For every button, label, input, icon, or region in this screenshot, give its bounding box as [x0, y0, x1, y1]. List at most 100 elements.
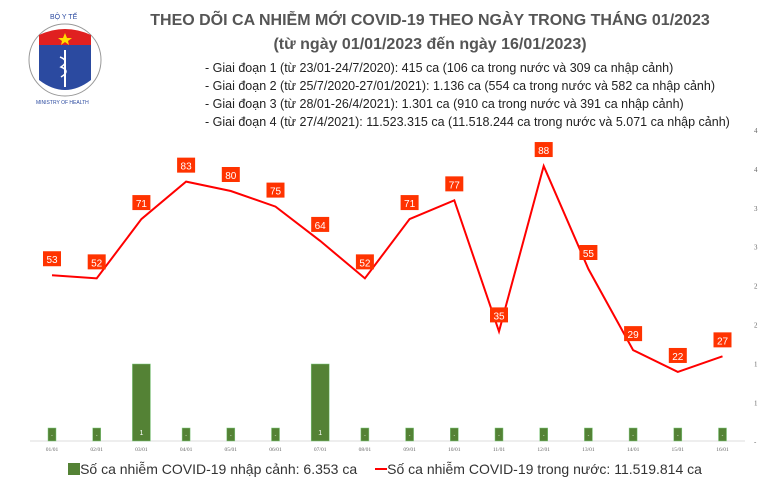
import-bar [584, 427, 593, 442]
bar-label: - [677, 433, 679, 439]
line-label-box [87, 254, 106, 270]
import-bar [539, 427, 548, 442]
line-label-box [132, 195, 151, 211]
domestic-line [51, 163, 723, 374]
logo-text-top: BỘ Y TẾ [50, 14, 78, 21]
bar-label: - [632, 433, 634, 439]
phase-3: - Giai đoạn 3 (từ 28/01-26/4/2021): 1.30… [205, 97, 684, 111]
line-label-box [534, 142, 553, 158]
import-bar [673, 427, 683, 442]
line-data-label: 29 [628, 330, 640, 341]
import-bar [450, 427, 459, 442]
line-data-label: 80 [225, 171, 237, 182]
right-axis-tick: - [754, 438, 757, 446]
line-data-label: 71 [136, 199, 148, 210]
x-tick-label: 09/01 [403, 447, 416, 453]
bar-label: - [185, 433, 187, 439]
line-data-label: 75 [270, 187, 282, 198]
line-label-box [445, 176, 464, 192]
import-bar [47, 427, 57, 442]
line-label-box [266, 182, 285, 198]
line-label-box [490, 307, 508, 323]
line-data-label: 55 [583, 249, 595, 260]
line-data-label: 35 [493, 311, 505, 322]
logo-text-bottom: MINISTRY OF HEALTH [36, 100, 89, 106]
bar-label: - [453, 433, 455, 439]
bar-label: - [543, 433, 545, 439]
import-bar [494, 427, 504, 442]
import-bar [405, 427, 414, 442]
bar-label: 1 [318, 430, 322, 437]
x-tick-label: 11/01 [493, 447, 506, 453]
legend-bar-swatch [68, 463, 81, 475]
x-tick-label: 06/01 [269, 447, 282, 453]
bar-label: - [409, 433, 411, 439]
line-label-box [579, 245, 598, 260]
legend-bar: Số ca nhiễm COVID-19 nhập cảnh: 6.353 ca [68, 461, 357, 477]
right-axis-tick: 2 [754, 322, 758, 330]
line-data-label: 77 [449, 180, 461, 191]
x-tick-label: 16/01 [716, 447, 729, 453]
line-data-label: 22 [672, 352, 684, 363]
line-data-label: 53 [46, 255, 58, 266]
bar-label: - [96, 433, 98, 439]
right-axis-tick: 1 [754, 399, 758, 407]
x-tick-label: 07/01 [314, 447, 327, 453]
import-bar [181, 427, 191, 442]
line-label-box [668, 347, 687, 363]
x-tick-label: 15/01 [672, 447, 685, 453]
line-data-label: 52 [91, 258, 103, 269]
right-axis-tick: 2 [754, 283, 758, 291]
line-label-box [624, 326, 643, 342]
bar-label: 1 [139, 430, 143, 437]
line-label-box [177, 157, 196, 173]
import-bar [360, 427, 370, 442]
line-data-label: 52 [359, 258, 371, 269]
bar-label: - [364, 433, 366, 439]
chart-title: THEO DÕI CA NHIỄM MỚI COVID-19 THEO NGÀY… [150, 12, 710, 29]
right-axis-tick: 4 [754, 127, 758, 135]
line-data-label: 83 [181, 162, 193, 173]
bar-label: - [498, 433, 500, 439]
line-label-box [400, 195, 419, 211]
legend-bar-label: Số ca nhiễm COVID-19 nhập cảnh: 6.353 ca [80, 461, 358, 477]
x-tick-label: 08/01 [359, 447, 372, 453]
import-bar [271, 427, 280, 442]
bar-label: - [275, 433, 277, 439]
x-tick-label: 14/01 [627, 447, 640, 453]
x-tick-label: 12/01 [537, 447, 550, 453]
import-bar [310, 363, 330, 442]
import-bar [92, 427, 101, 442]
line-label-box [221, 167, 240, 182]
line-label-box [311, 216, 330, 232]
bar-label: - [588, 433, 590, 439]
line-data-label: 27 [717, 336, 729, 347]
phase-1: - Giai đoạn 1 (từ 23/01-24/7/2020): 415 … [205, 61, 674, 75]
legend-line-label: Số ca nhiễm COVID-19 trong nước: 11.519.… [387, 461, 702, 477]
x-tick-label: 05/01 [225, 447, 238, 453]
x-tick-label: 01/01 [46, 447, 59, 453]
x-tick-label: 03/01 [135, 447, 148, 453]
line-data-label: 88 [538, 146, 550, 157]
right-axis-tick: 1 [754, 360, 758, 368]
bar-label: - [51, 433, 53, 439]
x-tick-label: 04/01 [180, 447, 193, 453]
phase-4: - Giai đoạn 4 (từ 27/4/2021): 11.523.315… [205, 115, 730, 129]
right-axis-tick: 3 [754, 244, 758, 252]
import-bar [628, 427, 638, 442]
x-tick-label: 10/01 [448, 447, 461, 453]
chart-subtitle: (từ ngày 01/01/2023 đến ngày 16/01/2023) [273, 36, 587, 53]
ministry-logo [28, 23, 102, 97]
legend-line: Số ca nhiễm COVID-19 trong nước: 11.519.… [375, 461, 702, 477]
line-label-box [713, 332, 732, 348]
x-tick-label: 13/01 [582, 447, 595, 453]
right-axis-tick: 4 [754, 166, 758, 174]
import-bar [226, 427, 236, 442]
legend-line-swatch [375, 468, 388, 470]
phase-2: - Giai đoạn 2 (từ 25/7/2020-27/01/2021):… [205, 79, 715, 93]
right-axis-tick: 3 [754, 205, 758, 213]
import-bar [718, 427, 727, 442]
x-tick-label: 02/01 [90, 447, 103, 453]
